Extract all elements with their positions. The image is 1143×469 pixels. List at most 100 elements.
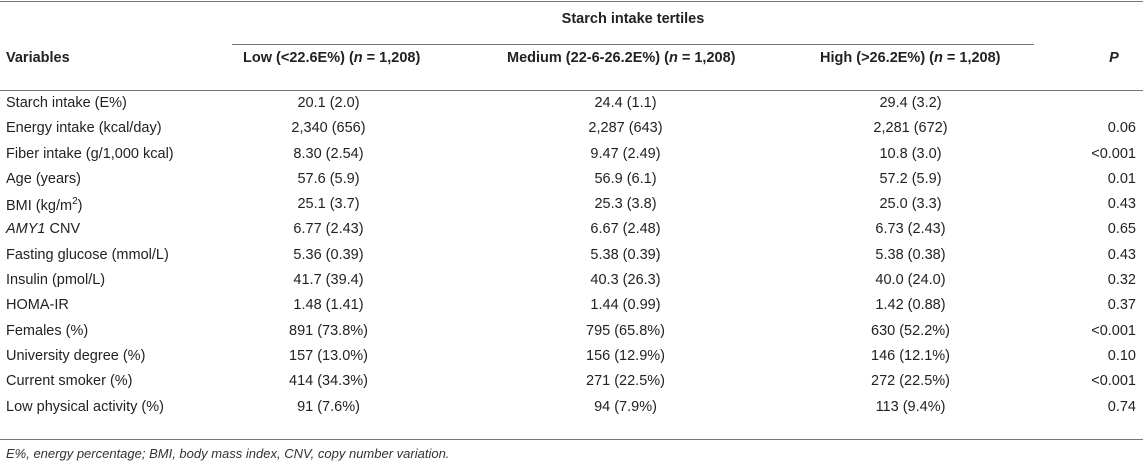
variable-label: Starch intake (E%) bbox=[6, 95, 127, 111]
table-body: Starch intake (E%) 20.1 (2.0) 24.4 (1.1) 29… bbox=[0, 91, 1143, 420]
table-row: Fasting glucose (mmol/L) 5.36 (0.39) 5.38 … bbox=[0, 243, 1143, 268]
cell-low: 20.1 (2.0) bbox=[297, 95, 360, 111]
cell-medium: 156 (12.9%) bbox=[586, 347, 665, 364]
row-variable: Age (years) bbox=[6, 171, 81, 187]
row-variable: AMY1 CNV bbox=[6, 221, 80, 237]
table-row: Current smoker (%) 414 (34.3%) 271 (22.5%)… bbox=[0, 369, 1143, 394]
table-row: BMI (kg/m2) 25.1 (3.7) 25.3 (3.8) 25.0 (3.3… bbox=[0, 192, 1143, 217]
spanner-rule bbox=[232, 44, 1034, 45]
cell-medium: 1.44 (0.99) bbox=[590, 297, 661, 314]
cell-medium: 24.4 (1.1) bbox=[594, 95, 657, 111]
cell-low: 1.48 (1.41) bbox=[293, 297, 364, 314]
cell-p-value: <0.001 bbox=[1091, 373, 1136, 390]
table-top-rule bbox=[0, 1, 1143, 2]
cell-medium: 25.3 (3.8) bbox=[594, 196, 657, 213]
variable-label: Insulin (pmol/L) bbox=[6, 272, 106, 289]
header-high: High (>26.2E%) (n = 1,208) bbox=[820, 50, 1001, 66]
cell-low: 6.77 (2.43) bbox=[293, 221, 364, 238]
cell-high: 10.8 (3.0) bbox=[879, 145, 942, 162]
table-row: Females (%) 891 (73.8%) 795 (65.8%) 630 (52… bbox=[0, 319, 1143, 344]
cell-low: 41.7 (39.4) bbox=[293, 272, 364, 289]
cell-low: 57.6 (5.9) bbox=[297, 170, 360, 187]
row-variable: Starch intake (E%) bbox=[6, 95, 127, 111]
cell-p-value: 0.32 bbox=[1107, 272, 1136, 289]
cell-medium: 795 (65.8%) bbox=[586, 322, 665, 339]
cell-high: 29.4 (3.2) bbox=[879, 95, 942, 111]
table-bottom-rule bbox=[0, 439, 1143, 440]
cell-high: 1.42 (0.88) bbox=[875, 297, 946, 314]
table-row: Fiber intake (g/1,000 kcal) 8.30 (2.54) 9.… bbox=[0, 142, 1143, 167]
cell-p-value: 0.10 bbox=[1107, 347, 1136, 364]
table-row: AMY1 CNV 6.77 (2.43) 6.67 (2.48) 6.73 (2.43… bbox=[0, 217, 1143, 242]
cell-medium: 56.9 (6.1) bbox=[594, 170, 657, 187]
cell-p-value: 0.01 bbox=[1107, 170, 1136, 187]
cell-high: 2,281 (672) bbox=[873, 120, 948, 137]
variable-label-end: ) bbox=[77, 198, 83, 215]
row-variable: Low physical activity (%) bbox=[6, 399, 164, 415]
cell-high: 40.0 (24.0) bbox=[875, 272, 946, 289]
header-low: Low (<22.6E%) (n = 1,208) bbox=[243, 50, 421, 66]
variable-label: Energy intake (kcal/day) bbox=[6, 120, 162, 137]
variable-label: Fasting glucose (mmol/L) bbox=[6, 246, 169, 263]
row-variable: University degree (%) bbox=[6, 348, 145, 364]
row-variable: HOMA-IR bbox=[6, 297, 69, 313]
cell-medium: 6.67 (2.48) bbox=[590, 221, 661, 238]
cell-high: 25.0 (3.3) bbox=[879, 196, 942, 213]
header-p-value: P bbox=[1109, 50, 1119, 66]
row-variable: Current smoker (%) bbox=[6, 373, 133, 389]
table-row: Age (years) 57.6 (5.9) 56.9 (6.1) 57.2 (5.9… bbox=[0, 167, 1143, 192]
cell-low: 2,340 (656) bbox=[291, 120, 366, 137]
table-row: Energy intake (kcal/day) 2,340 (656) 2,287… bbox=[0, 116, 1143, 141]
cell-low: 891 (73.8%) bbox=[289, 322, 368, 339]
cell-low: 25.1 (3.7) bbox=[297, 196, 360, 213]
variable-gene-name: AMY1 bbox=[6, 221, 46, 238]
cell-low: 157 (13.0%) bbox=[289, 347, 368, 364]
cell-low: 5.36 (0.39) bbox=[293, 246, 364, 263]
table-row: HOMA-IR 1.48 (1.41) 1.44 (0.99) 1.42 (0.88)… bbox=[0, 293, 1143, 318]
variable-label: HOMA-IR bbox=[6, 297, 69, 314]
header-medium: Medium (22-6-26.2E%) (n = 1,208) bbox=[507, 50, 736, 66]
cell-p-value: 0.37 bbox=[1107, 297, 1136, 314]
cell-low: 414 (34.3%) bbox=[289, 373, 368, 390]
cell-medium: 94 (7.9%) bbox=[594, 398, 657, 415]
table-row: University degree (%) 157 (13.0%) 156 (12.… bbox=[0, 344, 1143, 369]
header-rule bbox=[0, 90, 1143, 91]
cell-p-value: 0.65 bbox=[1107, 221, 1136, 238]
variable-label: BMI (kg/m bbox=[6, 198, 73, 215]
cell-low: 91 (7.6%) bbox=[297, 398, 360, 415]
table-row: Starch intake (E%) 20.1 (2.0) 24.4 (1.1) 29… bbox=[0, 91, 1143, 116]
row-variable: Energy intake (kcal/day) bbox=[6, 120, 162, 136]
variable-label: CNV bbox=[45, 221, 81, 238]
cell-medium: 2,287 (643) bbox=[588, 120, 663, 137]
table-row: Insulin (pmol/L) 41.7 (39.4) 40.3 (26.3) 40… bbox=[0, 268, 1143, 293]
cell-high: 630 (52.2%) bbox=[871, 322, 950, 339]
variable-label: University degree (%) bbox=[6, 347, 146, 364]
cell-medium: 9.47 (2.49) bbox=[590, 145, 661, 162]
variable-label: Low physical activity (%) bbox=[6, 398, 164, 415]
row-variable: Fasting glucose (mmol/L) bbox=[6, 247, 169, 263]
cell-high: 5.38 (0.38) bbox=[875, 246, 946, 263]
row-variable: Females (%) bbox=[6, 323, 88, 339]
cell-high: 6.73 (2.43) bbox=[875, 221, 946, 238]
row-variable: Insulin (pmol/L) bbox=[6, 272, 105, 288]
row-variable: BMI (kg/m2) bbox=[6, 196, 82, 214]
cell-p-value: <0.001 bbox=[1091, 145, 1136, 162]
variable-label: Age (years) bbox=[6, 170, 81, 187]
cell-high: 146 (12.1%) bbox=[871, 347, 950, 364]
row-variable: Fiber intake (g/1,000 kcal) bbox=[6, 146, 174, 162]
variable-label: Fiber intake (g/1,000 kcal) bbox=[6, 145, 174, 162]
cell-medium: 40.3 (26.3) bbox=[590, 272, 661, 289]
cell-p-value: 0.06 bbox=[1107, 120, 1136, 137]
cell-medium: 271 (22.5%) bbox=[586, 373, 665, 390]
variable-superscript: 2 bbox=[72, 196, 78, 208]
header-variables: Variables bbox=[6, 50, 70, 66]
cell-high: 57.2 (5.9) bbox=[879, 170, 942, 187]
spanner-header: Starch intake tertiles bbox=[561, 11, 705, 27]
cell-p-value: 0.43 bbox=[1107, 196, 1136, 213]
cell-high: 272 (22.5%) bbox=[871, 373, 950, 390]
cell-medium: 5.38 (0.39) bbox=[590, 246, 661, 263]
cell-low: 8.30 (2.54) bbox=[293, 145, 364, 162]
cell-p-value: <0.001 bbox=[1091, 322, 1136, 339]
cell-high: 113 (9.4%) bbox=[875, 398, 946, 415]
